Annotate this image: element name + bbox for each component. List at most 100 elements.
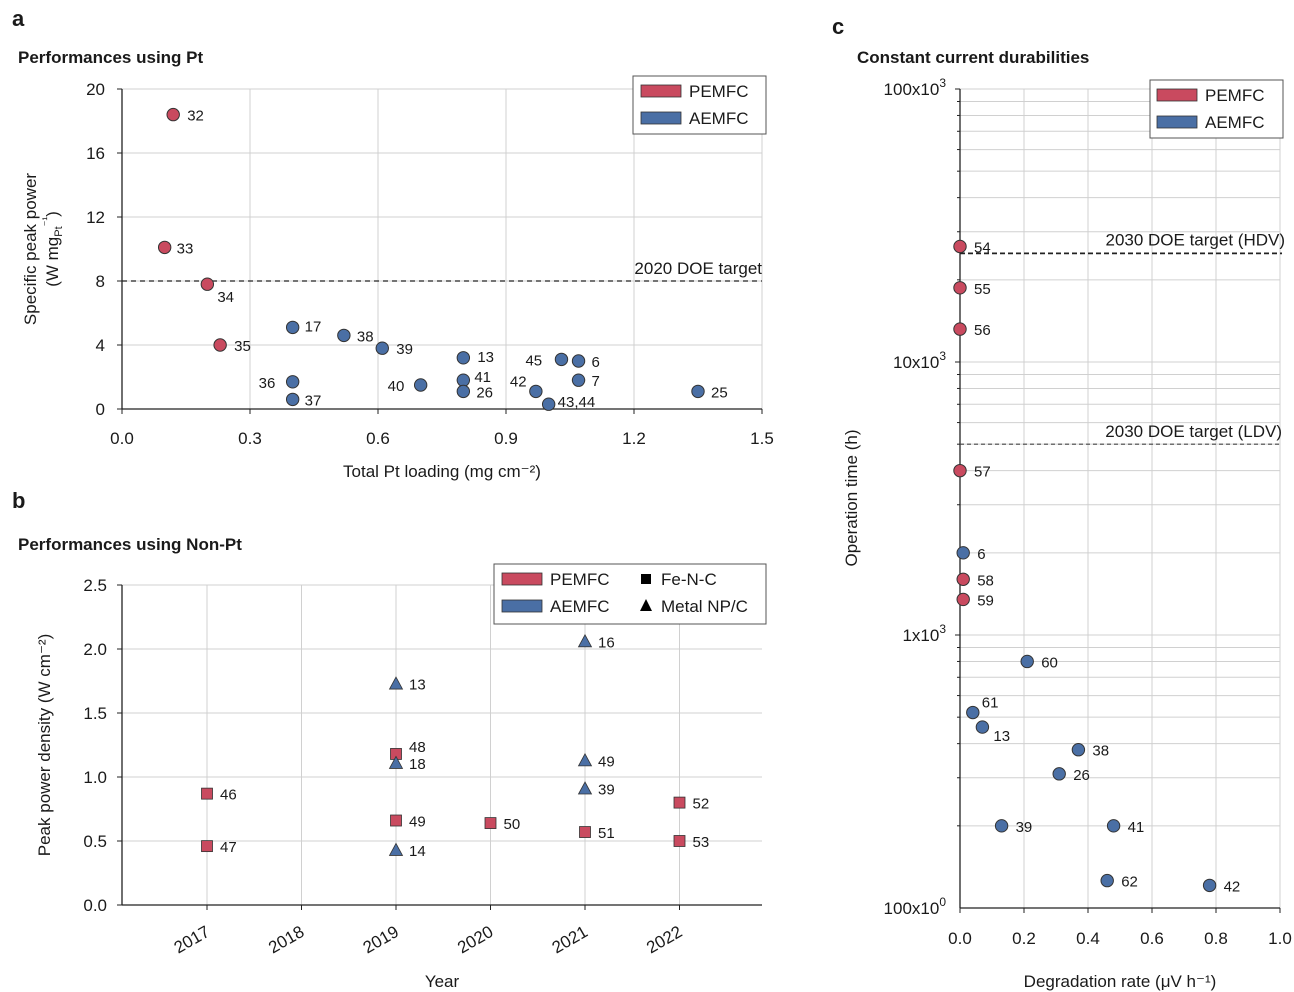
panel-c-point-aemfc	[966, 705, 980, 720]
panel-c-point-pemfc	[953, 322, 967, 336]
panel-b-y-tick-label: 1.0	[83, 768, 107, 787]
panel-a-point-label: 42	[510, 373, 527, 390]
panel-b-point-label: 13	[409, 677, 426, 694]
panel-a-point-label: 32	[187, 108, 204, 125]
panel-c-point-aemfc	[956, 546, 970, 560]
panel-a-point-label: 38	[357, 328, 374, 345]
panel-c-point-aemfc	[994, 819, 1009, 833]
panel-c-point-label: 54	[974, 239, 991, 256]
panel-b-point-label: 52	[693, 796, 710, 813]
panel-letter-b: b	[12, 488, 25, 513]
panel-a-point-aemfc	[375, 341, 389, 355]
panel-c-point-aemfc	[1052, 767, 1066, 781]
panel-a-point-aemfc	[285, 392, 300, 407]
panel-b-title: Performances using Non-Pt	[18, 535, 242, 554]
panel-a-point-label: 41	[474, 369, 491, 386]
panel-b-point-square	[673, 796, 686, 809]
panel-b-gridlines	[117, 584, 762, 910]
panel-a-doe-target-label: 2020 DOE target	[634, 259, 762, 278]
panel-b-x-tick-label: 2022	[643, 922, 685, 957]
panel-c-point-aemfc	[1202, 878, 1217, 893]
panel-c-point-pemfc	[956, 592, 970, 607]
panel-c-point-aemfc	[1071, 743, 1086, 757]
panel-b-legend-square-marker	[641, 574, 651, 584]
panel-a-point-pemfc	[166, 107, 180, 122]
panel-b-y-axis-label: Peak power density (W cm⁻²)	[35, 634, 54, 856]
panel-a-y-label-line2: (W mgPt⁻¹)	[41, 211, 65, 287]
panel-a-point-label: 26	[476, 384, 493, 401]
panel-b-legend-triangle-marker	[640, 599, 652, 611]
panel-b-point-label: 51	[598, 825, 615, 842]
panel-c-point-label: 56	[974, 322, 991, 339]
panel-c-tick-labels: 0.0 0.2 0.4 0.6 0.8 1.0 100x100 1x103 10x103 100x…	[884, 76, 1292, 948]
panel-a-legend-aemfc-swatch	[640, 111, 682, 125]
panel-b-y-tick-label: 0.5	[83, 832, 107, 851]
panel-b-x-tick-label: 2020	[454, 922, 496, 957]
panel-b-y-tick-label: 0.0	[83, 896, 107, 915]
panel-a-point-pemfc	[157, 240, 172, 255]
panel-a-axes	[121, 89, 762, 410]
panel-a-point-label: 37	[305, 392, 322, 409]
panel-c-point-label: 41	[1128, 819, 1145, 836]
panel-b-point-square	[390, 814, 402, 827]
panel-a-point-aemfc	[456, 384, 471, 399]
panel-a-x-tick-label: 0.3	[238, 429, 262, 448]
panel-a-y-tick-label: 0	[96, 400, 105, 419]
panel-c-ldv-target-label: 2030 DOE target (LDV)	[1105, 422, 1282, 441]
panel-a-point-label: 43,44	[558, 394, 596, 411]
panel-b-x-tick-label: 2018	[265, 922, 307, 957]
panel-c-point-aemfc	[975, 720, 990, 734]
panel-c-point-aemfc	[1020, 654, 1034, 669]
panel-b-point-square	[579, 826, 591, 838]
panel-a-legend-pemfc-swatch	[640, 84, 682, 98]
panel-c-point-label: 58	[977, 572, 994, 589]
panel-c-y-tick-label: 100x100	[884, 895, 947, 918]
panel-a-point-label: 40	[388, 378, 405, 395]
panel-b-point-label: 48	[409, 739, 426, 756]
panel-b-point-square	[673, 835, 686, 847]
panel-a-point-aemfc	[691, 384, 705, 399]
panel-b-x-tick-label: 2017	[171, 922, 213, 957]
panel-b-y-tick-label: 2.0	[83, 640, 107, 659]
panel-a: a Performances using Pt 0.0 0.3 0.6 0.9 1.2 1…	[12, 6, 774, 481]
panel-c-title: Constant current durabilities	[857, 48, 1089, 67]
panel-c-point-label: 38	[1092, 743, 1109, 760]
panel-a-point-label: 33	[177, 240, 194, 257]
panel-c-y-axis-label: Operation time (h)	[842, 430, 861, 567]
panel-b-legend-metalnp-label: Metal NP/C	[661, 597, 748, 616]
panel-a-point-pemfc	[213, 338, 227, 352]
panel-b-x-axis-label: Year	[425, 972, 460, 991]
panel-a-y-label-line1: Specific peak power	[21, 173, 40, 325]
panel-b-point-label: 46	[220, 787, 237, 804]
panel-letter-c: c	[832, 14, 844, 39]
panel-a-point-aemfc	[337, 328, 351, 343]
panel-c-point-label: 57	[974, 464, 991, 481]
panel-a-title: Performances using Pt	[18, 48, 204, 67]
panel-c-point-pemfc	[953, 463, 967, 478]
panel-a-y-tick-label: 12	[86, 208, 105, 227]
panel-a-y-tick-label: 8	[96, 272, 105, 291]
panel-c-x-tick-label: 0.4	[1076, 929, 1100, 948]
panel-c-x-tick-label: 0.0	[948, 929, 972, 948]
panel-a-point-aemfc	[456, 351, 471, 365]
panel-a-point-label: 39	[396, 341, 413, 358]
panel-a-point-aemfc	[571, 354, 586, 368]
panel-c-hdv-target-label: 2030 DOE target (HDV)	[1105, 230, 1285, 249]
panel-a-point-label: 35	[234, 338, 251, 355]
panel-c-point-label: 59	[977, 592, 994, 609]
panel-a-point-aemfc	[541, 397, 556, 411]
panel-b-point-triangle	[577, 781, 593, 795]
panel-c-point-label: 62	[1121, 874, 1138, 891]
panel-a-point-label: 45	[525, 352, 542, 369]
panel-a-point-label: 34	[217, 289, 234, 306]
panel-b-axes	[121, 585, 762, 906]
panel-b-point-label: 49	[409, 814, 426, 831]
panel-b-y-tick-label: 2.5	[83, 576, 107, 595]
panel-c-axes	[959, 89, 1280, 909]
panel-a-y-tick-label: 20	[86, 80, 105, 99]
panel-a-x-tick-label: 0.0	[110, 429, 134, 448]
panel-b-legend-pemfc-swatch	[501, 572, 543, 586]
panel-c-point-label: 39	[1016, 819, 1033, 836]
